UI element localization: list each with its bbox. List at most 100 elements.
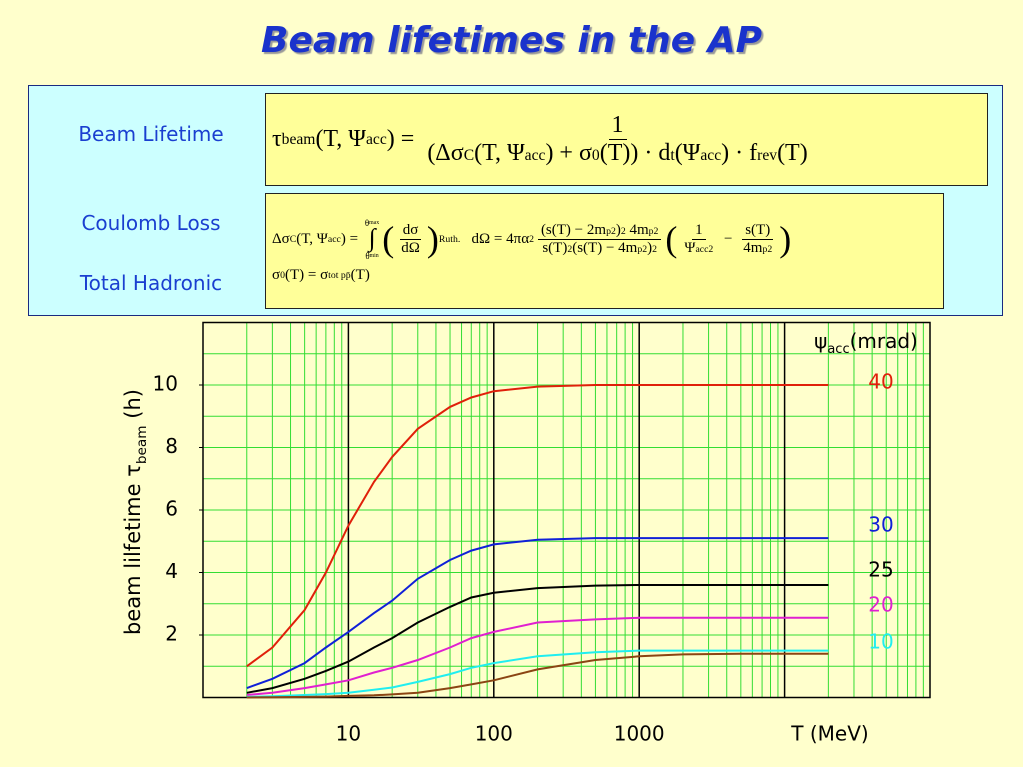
formula-text: acc (695, 243, 709, 255)
y-axis-label-part: beam lilfetime τ (121, 464, 145, 635)
formula-text: 2 (642, 243, 648, 255)
formula-text: 1 (611, 112, 624, 138)
formula-text: ( (665, 219, 678, 260)
y-tick-label: 2 (165, 622, 178, 646)
formula-run: σ 0 (T) = σ tot pp̄ (T) (272, 267, 370, 284)
x-tick-label: 1000 (614, 722, 665, 746)
fraction: dσ dΩ (398, 222, 423, 257)
y-axis-label-sub: beam (134, 425, 150, 464)
formula-text: (T) = σ (284, 266, 329, 283)
formula-text: θ (365, 250, 370, 261)
numerator: 1 (692, 222, 706, 240)
series-label: 30 (868, 513, 893, 537)
y-tick-label: 10 (153, 372, 178, 396)
formula-text: acc (700, 147, 722, 164)
formula-text: τ (272, 126, 282, 152)
upper-limit: θ max (365, 218, 379, 228)
formula-text: acc (524, 147, 546, 164)
formula-panel: Beam Lifetime Coulomb Loss Total Hadroni… (28, 85, 1003, 316)
formula-text: (s(T) − 4m (572, 239, 638, 256)
formula-text: (T) (777, 140, 808, 166)
formula-text: ) = (340, 230, 362, 247)
formula-text: 0 (591, 147, 600, 164)
series-line (246, 384, 829, 668)
formula-text: (s(T) − 2m (540, 221, 607, 238)
formula-text: tot pp̄ (328, 269, 351, 281)
numerator: (s(T) − 2m p 2) 2 4m p 2 (537, 221, 662, 240)
integral: θ max ∫ θ min (365, 218, 379, 261)
slide-title: Beam lifetimes in the AP (261, 20, 762, 61)
series-label: 40 (868, 370, 893, 394)
formula-text: ) (647, 239, 653, 256)
fraction: s(T) 4m p 2 (740, 222, 775, 257)
formula-run: ) Ruth. dΩ = 4πα 2 (427, 221, 534, 257)
formula-text: 2 (653, 225, 659, 237)
formula-text: − (720, 230, 737, 247)
series-line (246, 584, 829, 694)
y-tick-label: 4 (165, 559, 178, 583)
formula-text: p (648, 225, 654, 237)
y-tick-label: 8 (165, 434, 178, 458)
series-line (246, 537, 829, 690)
formula-text: s(T) (745, 221, 771, 238)
legend-title-sub: acc (827, 342, 849, 357)
formula-text: s(T) (542, 239, 568, 256)
row-label: Beam Lifetime (78, 122, 224, 146)
row-label: Coulomb Loss (81, 211, 221, 235)
formula-text: (T, Ψ (315, 126, 367, 152)
formula-text: Ruth. (438, 233, 461, 245)
formula-text: C (289, 233, 297, 245)
formula-text: dΩ (401, 239, 420, 256)
formula-text: rev (757, 147, 778, 164)
formula-text: 4m (743, 239, 763, 256)
numerator: dσ (399, 221, 422, 240)
formula-run: − (720, 231, 736, 248)
formula-text: 2 (610, 225, 616, 237)
lower-limit: θ min (365, 251, 378, 261)
formula-text: 2 (529, 233, 534, 245)
formula: σ 0 (T) = σ tot pp̄ (T) (272, 267, 370, 284)
formula-text: ( (382, 219, 395, 260)
y-axis-label-part: (h) (121, 389, 145, 425)
formula-text: ) (426, 219, 439, 260)
formula-text: p (762, 243, 768, 255)
formula-text: dΩ = 4πα (460, 230, 530, 247)
formula-text: Δσ (272, 230, 290, 247)
y-tick-label: 6 (165, 497, 178, 521)
formula-text: 2 (620, 225, 626, 237)
formula-text: 0 (280, 269, 285, 281)
formula-text: ) = (386, 126, 421, 152)
denominator: s(T) 2 (s(T) − 4m p 2) 2 (539, 240, 660, 257)
series-line (246, 649, 829, 698)
formula-text: 2 (652, 243, 657, 255)
formula-text: 2 (708, 243, 714, 255)
formula-run: ( (382, 221, 394, 257)
formula-text: 2 (767, 243, 773, 255)
formula-text: ) (779, 219, 792, 260)
formula-text: (Δσ (427, 140, 464, 166)
formula-text: 1 (695, 221, 703, 238)
formula-text: Ψ (684, 239, 696, 256)
formula-text: 2 (567, 243, 573, 255)
x-tick-label: 100 (475, 722, 513, 746)
formula-text: dσ (402, 221, 419, 238)
formula-text: C (463, 147, 475, 164)
numerator: s(T) (742, 221, 774, 240)
formula-text: σ (272, 266, 281, 283)
y-axis-label: beam lilfetime τbeam (h) (121, 389, 150, 635)
formula-text: acc (327, 233, 341, 245)
formula-run: ( (665, 221, 677, 257)
series-label: 20 (868, 593, 893, 617)
formula-text: min (369, 252, 379, 259)
series-label: 25 (868, 558, 893, 582)
series-label: 10 (868, 630, 893, 654)
formula-text: (Ψ (674, 140, 701, 166)
integral-sign: ∫ (368, 225, 376, 253)
